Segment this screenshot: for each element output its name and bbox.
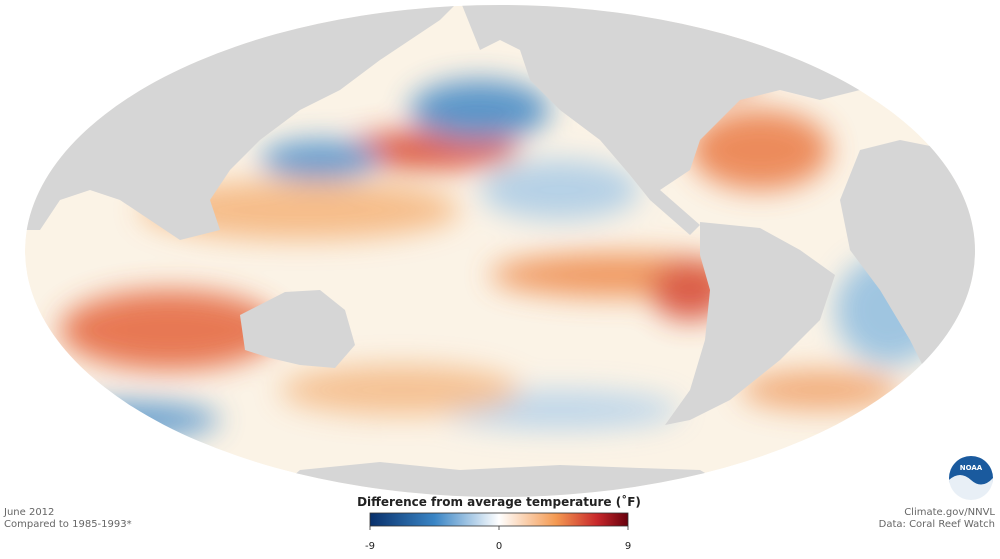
logo-text: NOAA [960,464,983,472]
data-source: Data: Coral Reef Watch [879,519,995,530]
colorbar-tick-label: -9 [365,541,375,552]
baseline-note: Compared to 1985-1993* [4,519,132,530]
colorbar-tick-label: 9 [625,541,631,552]
legend-title: Difference from average temperature (˚F) [357,494,641,509]
noaa-logo: NOAA [949,456,994,502]
date: June 2012 [3,507,54,518]
colorbar-tick-label: 0 [496,541,502,552]
credit: Climate.gov/NNVL [904,507,995,518]
map [25,5,975,497]
colorbar [369,512,629,527]
